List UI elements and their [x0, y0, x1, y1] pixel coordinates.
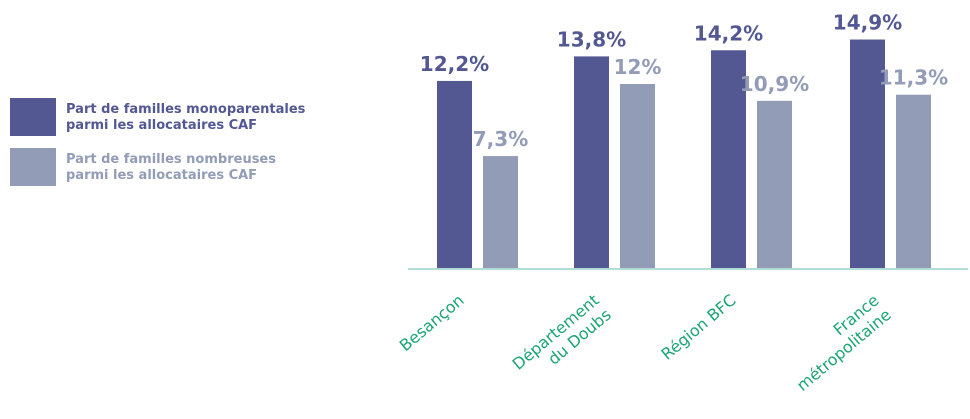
- legend-label-monoparentales: Part de familles monoparentales parmi le…: [66, 102, 306, 133]
- bar-s2-2: [620, 84, 655, 268]
- legend-swatch-monoparentales: [10, 98, 56, 136]
- value-label-s2-4: 11,3%: [879, 66, 948, 90]
- category-label-4: Francemétropolitaine: [781, 291, 895, 395]
- legend-item-nombreuses: Part de familles nombreuses parmi les al…: [10, 148, 370, 186]
- legend: Part de familles monoparentales parmi le…: [10, 98, 370, 198]
- legend-swatch-nombreuses: [10, 148, 56, 186]
- value-label-s2-2: 12%: [614, 55, 662, 79]
- value-label-s1-2: 13,8%: [557, 27, 626, 51]
- value-label-s1-4: 14,9%: [833, 11, 902, 35]
- bar-s2-1: [483, 156, 518, 268]
- category-label-1: Besançon: [396, 291, 468, 356]
- bar-s1-2: [574, 56, 609, 269]
- bar-s1-4: [850, 39, 885, 269]
- bar-s1-3: [711, 50, 746, 269]
- value-label-s2-1: 7,3%: [473, 127, 528, 151]
- category-label-3: Région BFC: [657, 291, 739, 364]
- category-label-2: Départementdu Doubs: [509, 291, 615, 389]
- legend-item-monoparentales: Part de familles monoparentales parmi le…: [10, 98, 370, 136]
- legend-label-nombreuses: Part de familles nombreuses parmi les al…: [66, 152, 276, 183]
- bar-s2-3: [757, 100, 792, 268]
- bar-s2-4: [896, 94, 931, 268]
- value-label-s1-1: 12,2%: [420, 52, 489, 76]
- value-label-s2-3: 10,9%: [740, 72, 809, 96]
- bar-s1-1: [437, 80, 472, 268]
- value-label-s1-3: 14,2%: [694, 21, 763, 45]
